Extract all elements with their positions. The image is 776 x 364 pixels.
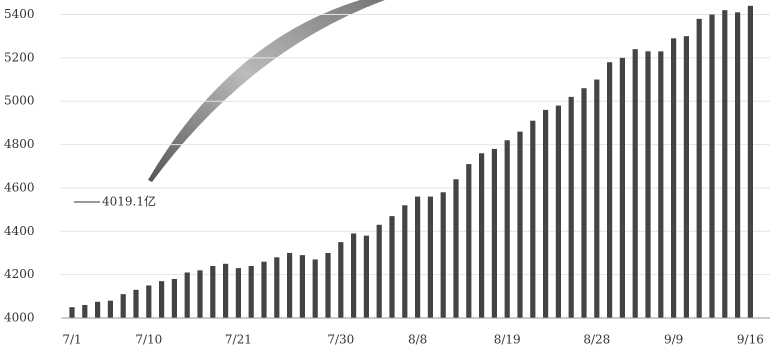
bar [683, 36, 689, 318]
bar [402, 205, 408, 318]
bar [658, 51, 664, 319]
bar [696, 18, 702, 318]
bar [427, 196, 433, 318]
bar [120, 294, 126, 318]
bar [568, 96, 574, 318]
bar [389, 216, 395, 318]
bar [735, 12, 741, 319]
y-tick-label: 4200 [4, 267, 35, 281]
bar [479, 153, 485, 318]
x-tick-label: 8/19 [494, 333, 521, 347]
bar [261, 261, 267, 318]
bar [248, 265, 254, 318]
x-tick-label: 8/28 [583, 333, 610, 347]
bar [184, 272, 190, 318]
bar [235, 268, 241, 318]
bar [274, 257, 280, 318]
y-tick-label: 4800 [4, 137, 35, 151]
x-tick-label: 7/30 [327, 333, 354, 347]
y-tick-label: 4600 [4, 180, 35, 194]
bar [287, 252, 293, 318]
bar [671, 38, 677, 319]
bar [453, 179, 459, 318]
y-tick-label: 4400 [4, 224, 35, 238]
bar [133, 289, 139, 318]
bar [325, 252, 331, 318]
bar [197, 270, 203, 318]
bar [210, 265, 216, 318]
y-tick-label: 5400 [4, 7, 35, 21]
x-tick-label: 7/21 [225, 333, 252, 347]
bar [645, 51, 651, 319]
bar [299, 255, 305, 318]
bar [747, 5, 753, 319]
bar [223, 263, 229, 318]
bar [95, 301, 101, 318]
x-tick-label: 8/8 [408, 333, 427, 347]
bar [517, 131, 523, 318]
x-tick-label: 9/9 [664, 333, 683, 347]
x-tick-label: 7/10 [135, 333, 162, 347]
x-tick-label: 7/1 [62, 333, 81, 347]
bar [312, 259, 318, 318]
bar [440, 192, 446, 318]
bar [107, 300, 113, 318]
bar [338, 242, 344, 318]
bar [159, 281, 165, 318]
bar [543, 109, 549, 318]
y-tick-label: 5000 [4, 94, 35, 108]
trend-arrow [148, 0, 385, 182]
bar [581, 88, 587, 318]
y-tick-label: 5200 [4, 50, 35, 64]
bar [363, 235, 369, 318]
bar [632, 49, 638, 318]
bar [69, 307, 75, 318]
bar [466, 164, 472, 318]
bar [504, 140, 510, 318]
annotation: 4019.1亿 [102, 194, 156, 209]
bar [171, 278, 177, 318]
bar [619, 57, 625, 318]
bar [607, 62, 613, 319]
bar [555, 105, 561, 318]
bar [146, 285, 152, 318]
plot [60, 5, 770, 319]
bar [491, 148, 497, 318]
bar [351, 233, 357, 318]
y-tick-label: 4000 [4, 311, 35, 325]
bar [415, 196, 421, 318]
bar [709, 14, 715, 318]
bar [376, 224, 382, 318]
bar [722, 10, 728, 318]
bar [530, 120, 536, 319]
bar [82, 304, 88, 318]
x-tick-label: 9/16 [737, 333, 764, 347]
bar [594, 79, 600, 319]
